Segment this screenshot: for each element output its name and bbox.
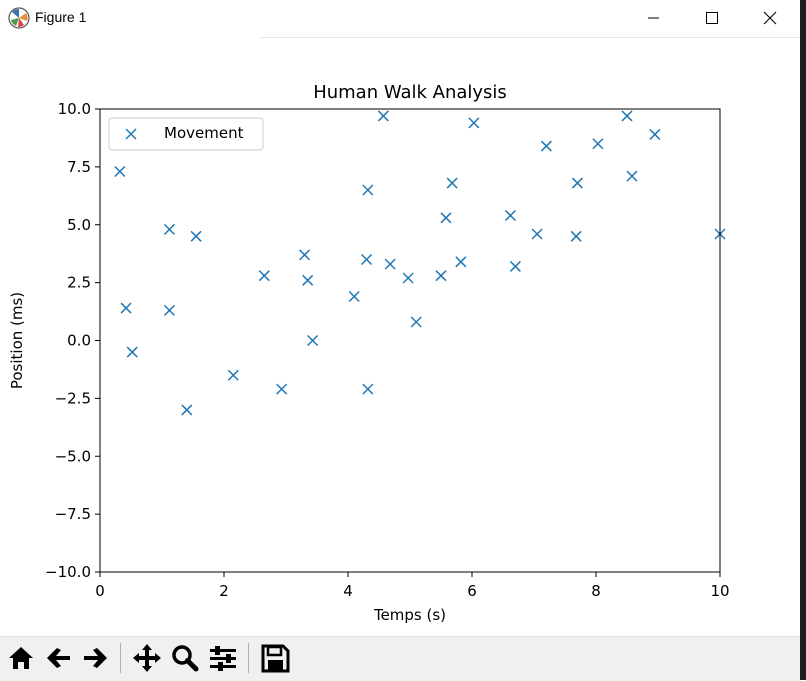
- data-point: [302, 274, 314, 286]
- data-point: [163, 304, 175, 316]
- x-tick-label: 10: [710, 582, 729, 600]
- data-point: [307, 334, 319, 347]
- data-point: [190, 230, 202, 242]
- save-button[interactable]: [258, 641, 292, 675]
- axes-frame: [99, 108, 721, 573]
- legend-marker-x: [125, 128, 137, 140]
- data-point: [299, 249, 311, 261]
- y-tick-label: −5.0: [55, 447, 91, 465]
- y-axis-label: Position (ms): [8, 292, 26, 389]
- y-tick-label: 10.0: [58, 100, 91, 118]
- data-point: [377, 110, 389, 122]
- data-point: [504, 209, 516, 222]
- legend-marker: [125, 128, 137, 140]
- data-point: [384, 258, 396, 270]
- maximize-button[interactable]: [683, 0, 741, 36]
- pan-button[interactable]: [130, 641, 164, 675]
- data-point: [531, 228, 543, 240]
- home-button[interactable]: [4, 641, 38, 675]
- titlebar-divider: [260, 37, 800, 38]
- x-tick-label: 2: [219, 582, 229, 600]
- data-point: [362, 383, 374, 395]
- data-point: [626, 170, 638, 182]
- background-window-edge: [800, 0, 806, 680]
- data-point: [410, 316, 422, 328]
- data-point: [621, 110, 633, 122]
- toolbar-separator: [120, 643, 121, 673]
- close-button[interactable]: [741, 0, 799, 36]
- data-point: [446, 177, 458, 189]
- chart-legend: Movement: [108, 117, 264, 151]
- scatter-chart: Human Walk Analysis 0 2 4 6 8 10 10.0 7.5 5.0 2.5…: [8, 82, 730, 624]
- axis-ticks: 0 2 4 6 8 10 10.0 7.5 5.0 2.5 0.0 −2.5 −5.0 −7.5 −10.0: [45, 100, 730, 600]
- data-point: [361, 253, 373, 266]
- data-point: [455, 256, 467, 268]
- y-tick-label: 5.0: [67, 216, 91, 234]
- data-point: [276, 383, 288, 395]
- data-point: [258, 270, 270, 282]
- toolbar-separator: [248, 643, 249, 673]
- y-tick-label: −2.5: [55, 389, 91, 407]
- sliders-icon: [210, 646, 236, 671]
- window-title: Figure 1: [35, 9, 87, 25]
- forward-button[interactable]: [78, 641, 112, 675]
- home-icon: [9, 647, 33, 669]
- y-tick-label: 2.5: [67, 274, 91, 292]
- legend-box: [108, 117, 264, 151]
- data-point: [649, 128, 661, 140]
- figure-canvas: Human Walk Analysis 0 2 4 6 8 10 10.0 7.5 5.0 2.5…: [0, 38, 800, 635]
- data-point: [592, 138, 604, 150]
- data-point: [509, 260, 521, 272]
- y-tick-label: 0.0: [67, 332, 91, 350]
- y-tick-label: −7.5: [55, 505, 91, 523]
- magnifier-icon: [172, 645, 199, 672]
- x-tick-label: 8: [591, 582, 601, 600]
- x-tick-label: 6: [467, 582, 477, 600]
- data-point: [570, 230, 582, 242]
- data-point: [468, 117, 480, 129]
- data-point: [571, 177, 583, 189]
- back-button[interactable]: [42, 641, 76, 675]
- data-point: [440, 212, 452, 224]
- navigation-toolbar: [0, 636, 800, 681]
- move-icon: [133, 644, 161, 672]
- figure-app-icon: [8, 7, 30, 29]
- data-point: [435, 270, 447, 282]
- configure-subplots-button[interactable]: [206, 641, 240, 675]
- arrow-right-icon: [84, 648, 107, 668]
- arrow-left-icon: [47, 648, 70, 668]
- window-titlebar: Figure 1: [0, 0, 800, 36]
- data-point: [114, 165, 126, 178]
- legend-label: Movement: [164, 124, 244, 142]
- data-point: [163, 223, 175, 235]
- close-icon: [763, 11, 777, 25]
- data-point: [126, 346, 138, 358]
- zoom-button[interactable]: [168, 641, 202, 675]
- minimize-icon: [648, 17, 659, 19]
- data-point: [362, 184, 374, 196]
- floppy-disk-icon: [261, 644, 290, 673]
- y-tick-label: −10.0: [45, 563, 91, 581]
- chart-title: Human Walk Analysis: [313, 82, 507, 103]
- data-point: [120, 302, 132, 314]
- x-tick-label: 4: [343, 582, 353, 600]
- data-point: [348, 290, 360, 303]
- data-point: [181, 404, 193, 416]
- data-points: [114, 110, 726, 416]
- x-tick-label: 0: [95, 582, 105, 600]
- x-axis-label: Temps (s): [373, 606, 446, 624]
- maximize-icon: [706, 12, 718, 24]
- data-point: [227, 369, 239, 381]
- minimize-button[interactable]: [625, 0, 683, 36]
- data-point: [540, 140, 552, 152]
- y-tick-label: 7.5: [67, 158, 91, 176]
- data-point: [402, 272, 414, 284]
